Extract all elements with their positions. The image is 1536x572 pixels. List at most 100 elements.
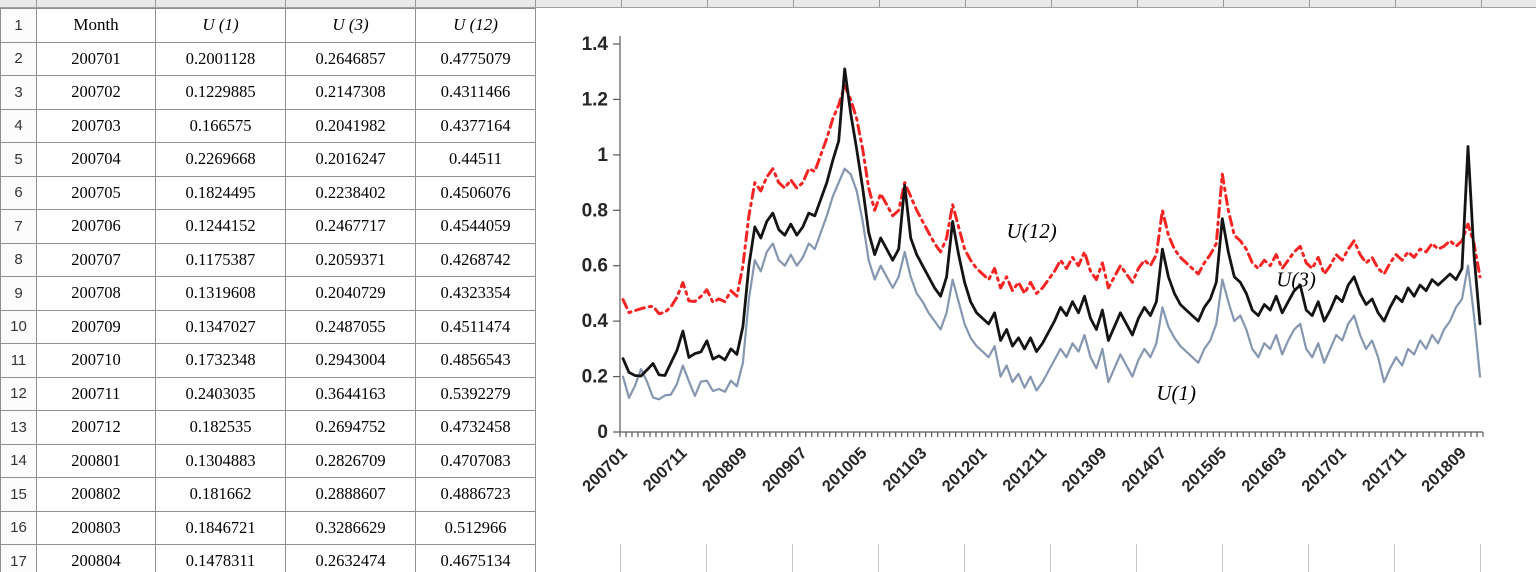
data-cell[interactable]: 0.2826709 (285, 443, 416, 478)
data-cell[interactable]: 0.2467717 (285, 209, 416, 244)
table-row: 5 200704 0.2269668 0.2016247 0.44511 (0, 142, 536, 177)
row-number[interactable]: 5 (0, 142, 37, 177)
data-cell[interactable]: 0.1732348 (155, 343, 286, 378)
data-cell[interactable]: 200802 (36, 477, 156, 512)
row-number[interactable]: 12 (0, 376, 37, 411)
row-number[interactable]: 4 (0, 108, 37, 143)
data-cell[interactable]: 0.3286629 (285, 510, 416, 545)
data-cell[interactable]: 0.3644163 (285, 376, 416, 411)
data-cell[interactable]: 200704 (36, 142, 156, 177)
table-row: 15 200802 0.181662 0.2888607 0.4886723 (0, 477, 536, 512)
data-cell[interactable]: 0.166575 (155, 108, 286, 143)
data-cell[interactable]: 200711 (36, 376, 156, 411)
row-number[interactable]: 9 (0, 276, 37, 311)
row-number[interactable]: 15 (0, 477, 37, 512)
data-cell[interactable]: 0.2694752 (285, 410, 416, 445)
data-cell[interactable]: 0.2238402 (285, 175, 416, 210)
data-cell[interactable]: 0.1347027 (155, 309, 286, 344)
data-cell[interactable]: 200703 (36, 108, 156, 143)
row-number[interactable]: 8 (0, 242, 37, 277)
data-cell[interactable]: 0.1824495 (155, 175, 286, 210)
data-cell[interactable]: 0.2632474 (285, 544, 416, 572)
column-header-cell[interactable]: U (1) (155, 8, 286, 43)
row-number[interactable]: 10 (0, 309, 37, 344)
data-cell[interactable]: 0.4377164 (415, 108, 536, 143)
row-number[interactable]: 11 (0, 343, 37, 378)
row-number[interactable]: 17 (0, 544, 37, 572)
data-cell[interactable]: 0.4511474 (415, 309, 536, 344)
data-cell[interactable]: 0.4323354 (415, 276, 536, 311)
row-number[interactable]: 6 (0, 175, 37, 210)
data-cell[interactable]: 0.1304883 (155, 443, 286, 478)
data-cell[interactable]: 0.2943004 (285, 343, 416, 378)
column-header-cell[interactable]: Month (36, 8, 156, 43)
data-cell[interactable]: 200801 (36, 443, 156, 478)
row-number[interactable]: 16 (0, 510, 37, 545)
column-header-cell[interactable]: U (12) (415, 8, 536, 43)
data-cell[interactable]: 0.1229885 (155, 75, 286, 110)
data-cell[interactable]: 0.182535 (155, 410, 286, 445)
data-cell[interactable]: 0.512966 (415, 510, 536, 545)
data-cell[interactable]: 0.4886723 (415, 477, 536, 512)
data-cell[interactable]: 0.2059371 (285, 242, 416, 277)
data-cell[interactable]: 0.2001128 (155, 41, 286, 76)
data-cell[interactable]: 0.2147308 (285, 75, 416, 110)
data-cell[interactable]: 0.4856543 (415, 343, 536, 378)
data-cell[interactable]: 200706 (36, 209, 156, 244)
row-number[interactable]: 14 (0, 443, 37, 478)
embedded-chart[interactable]: 0 0.2 0.4 0.6 0.8 1 1.2 1.4 200701 200711 200809 20… (535, 8, 1536, 544)
data-cell[interactable]: 200710 (36, 343, 156, 378)
data-cell[interactable]: 0.1846721 (155, 510, 286, 545)
column-header-strip[interactable] (0, 0, 1536, 8)
y-tick-label: 1.4 (582, 34, 609, 55)
data-cell[interactable]: 0.181662 (155, 477, 286, 512)
row-number[interactable]: 3 (0, 75, 37, 110)
data-cell[interactable]: 200804 (36, 544, 156, 572)
data-cell[interactable]: 0.1175387 (155, 242, 286, 277)
data-cell[interactable]: 0.4311466 (415, 75, 536, 110)
data-cell[interactable]: 200803 (36, 510, 156, 545)
data-cell[interactable]: 0.4732458 (415, 410, 536, 445)
data-cell[interactable]: 0.2269668 (155, 142, 286, 177)
column-header-cell[interactable]: U (3) (285, 8, 416, 43)
data-cell[interactable]: 0.2016247 (285, 142, 416, 177)
data-cell[interactable]: 0.2403035 (155, 376, 286, 411)
data-cell[interactable]: 0.4268742 (415, 242, 536, 277)
row-number[interactable]: 7 (0, 209, 37, 244)
data-cell[interactable]: 0.4775079 (415, 41, 536, 76)
table-body: 1 Month U (1) U (3) U (12) 2 200701 0.2001128 0.… (0, 8, 536, 572)
data-cell[interactable]: 200709 (36, 309, 156, 344)
column-divider (1481, 0, 1482, 7)
data-cell[interactable]: 0.5392279 (415, 376, 536, 411)
row-number[interactable]: 2 (0, 41, 37, 76)
table-row: 7 200706 0.1244152 0.2467717 0.4544059 (0, 209, 536, 244)
data-cell[interactable]: 0.2888607 (285, 477, 416, 512)
row-number[interactable]: 1 (0, 8, 37, 43)
data-cell[interactable]: 0.1319608 (155, 276, 286, 311)
data-cell[interactable]: 0.4707083 (415, 443, 536, 478)
data-cell[interactable]: 200712 (36, 410, 156, 445)
data-cell[interactable]: 200708 (36, 276, 156, 311)
data-cell[interactable]: 0.4675134 (415, 544, 536, 572)
data-cell[interactable]: 0.44511 (415, 142, 536, 177)
data-cell[interactable]: 0.1478311 (155, 544, 286, 572)
table-row: 9 200708 0.1319608 0.2040729 0.4323354 (0, 276, 536, 311)
data-cell[interactable]: 0.2646857 (285, 41, 416, 76)
data-cell[interactable]: 200707 (36, 242, 156, 277)
table-row: 2 200701 0.2001128 0.2646857 0.4775079 (0, 41, 536, 76)
column-divider (1051, 0, 1052, 7)
data-cell[interactable]: 200702 (36, 75, 156, 110)
data-cell[interactable]: 0.2041982 (285, 108, 416, 143)
data-cell[interactable]: 0.2040729 (285, 276, 416, 311)
data-cell[interactable]: 0.4506076 (415, 175, 536, 210)
data-cell[interactable]: 0.4544059 (415, 209, 536, 244)
row-number[interactable]: 13 (0, 410, 37, 445)
data-cell[interactable]: 200701 (36, 41, 156, 76)
data-cell[interactable]: 0.1244152 (155, 209, 286, 244)
x-tick-label: 201201 (939, 444, 991, 496)
x-tick-label: 201407 (1119, 444, 1171, 496)
data-cell[interactable]: 200705 (36, 175, 156, 210)
data-cell[interactable]: 0.2487055 (285, 309, 416, 344)
